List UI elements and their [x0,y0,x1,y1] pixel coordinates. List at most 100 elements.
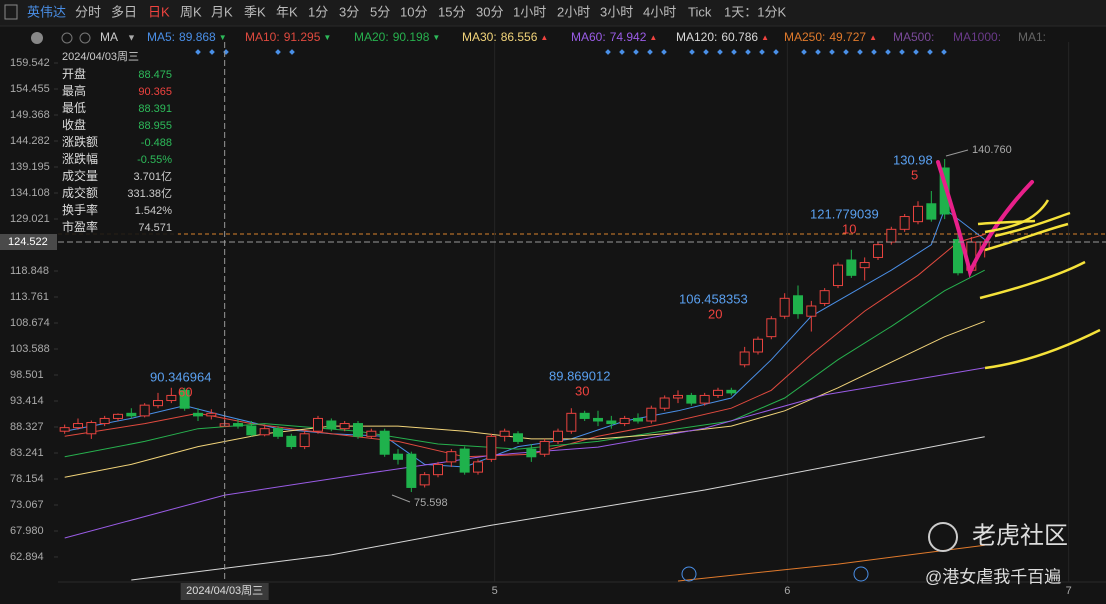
candle-body [273,428,283,437]
period-tab[interactable]: 3小时 [600,4,633,19]
period-tab[interactable]: 3分 [339,4,359,19]
info-rows: 开盘 88.475 最高 90.365 最低 88.391 收盘 88.955 涨跌额 -0.48… [62,66,172,234]
candle-body [953,239,963,274]
period-tab[interactable]: 1天：1分K [724,4,786,19]
period-tab[interactable]: 5分 [370,4,390,19]
hand-drawn-v [936,160,1034,278]
candle-body [739,351,750,366]
y-tick-label: 67.980 [10,525,44,537]
legend-value: 91.295 [284,30,321,44]
hand-drawn-line [984,328,1101,370]
event-marker [647,49,653,55]
y-tick-label: 154.455 [10,83,50,95]
period-tab[interactable]: 1分 [308,4,328,19]
legend-arrow: ▼ [219,33,227,42]
candle-body [473,461,483,473]
event-icon[interactable] [681,566,697,582]
event-icon[interactable] [853,566,869,582]
hand-drawn-line [984,199,1050,234]
y-tick-label: 149.368 [10,109,50,121]
y-tick-label: 78.154 [10,473,44,485]
candle-body [846,259,857,276]
period-tab[interactable]: 15分 [438,4,465,19]
period-tab[interactable]: 日K [148,4,170,19]
period-tab[interactable]: 分时 [75,4,101,19]
info-panel [58,44,178,238]
watermark-author: @港女虐我千百遍 [925,567,1061,586]
candle-body [179,389,190,409]
period-tab[interactable]: 2小时 [557,4,590,19]
legend-value: 60.786 [721,30,758,44]
y-tick-label: 159.542 [10,57,50,69]
crosshair-price-box [0,233,57,250]
candle-body [113,413,123,419]
y-tick-label: 62.894 [10,551,44,563]
crosshair-price: 124.522 [8,236,48,248]
legend-name: MA20: [354,30,389,44]
annotation: 130.98 [893,152,933,167]
ma-line [64,269,985,458]
candle-body [873,244,883,258]
candle-body [899,216,910,230]
info-value: 3.701亿 [133,170,172,183]
period-tab[interactable]: 30分 [476,4,503,19]
legend-value: 89.868 [179,30,216,44]
legend-name: MA120: [676,30,717,44]
legend-name: MA5: [147,30,175,44]
info-value: -0.55% [137,154,172,166]
candle-body [433,463,443,476]
settings-icon[interactable] [79,32,91,44]
candle-body [913,205,923,223]
period-tab[interactable]: 年K [276,4,298,19]
candle-body [233,423,243,427]
period-tab[interactable]: 月K [211,4,233,19]
y-tick-label: 98.501 [10,369,44,381]
event-marker [717,49,723,55]
annotation: 30 [575,383,589,398]
candle-body [539,440,550,455]
info-value: 1.542% [135,205,173,217]
candle-body [419,474,430,486]
collapse-button[interactable] [31,32,43,44]
period-tab[interactable]: 季K [244,4,266,19]
plot [59,42,1070,582]
candle-body [73,423,83,429]
toolbar-icon [4,4,18,20]
ma-line [64,320,985,478]
event-marker [195,49,201,55]
period-tab[interactable]: Tick [688,4,712,19]
x-tick-label: 7 [1066,585,1072,597]
annotation: 75.598 [414,497,448,509]
hand-drawn-line [994,211,1071,238]
info-label: 最高 [62,83,86,98]
info-value: 88.475 [138,69,172,81]
settings-icon[interactable] [61,32,73,44]
candle-body [886,228,897,243]
period-tab[interactable]: 多日 [111,4,137,19]
event-marker [871,49,877,55]
candle-body [526,448,537,458]
candle-body [939,167,950,215]
hand-drawn-line [979,260,1086,300]
indicator-name[interactable]: MA [100,30,118,44]
candle-body [753,338,763,353]
annotation: 10 [842,221,856,236]
legend-inactive: MA1: [1018,30,1046,44]
period-tab[interactable]: 周K [180,4,202,19]
y-tick-label: 73.067 [10,499,44,511]
period-tab[interactable]: 4小时 [643,4,676,19]
event-marker [829,49,835,55]
period-tab[interactable]: 1小时 [513,4,546,19]
event-marker [927,49,933,55]
candle-body [593,417,603,422]
candle-body [299,433,310,448]
period-tab[interactable]: 10分 [400,4,427,19]
event-marker [661,49,667,55]
info-label: 最低 [62,101,86,115]
candle-body [246,425,257,436]
y-tick-label: 93.414 [10,395,44,407]
dropdown-arrow[interactable]: ▼ [127,32,136,42]
legend-value: 90.198 [393,30,430,44]
candle-body [206,412,217,417]
candle-body [153,400,163,407]
